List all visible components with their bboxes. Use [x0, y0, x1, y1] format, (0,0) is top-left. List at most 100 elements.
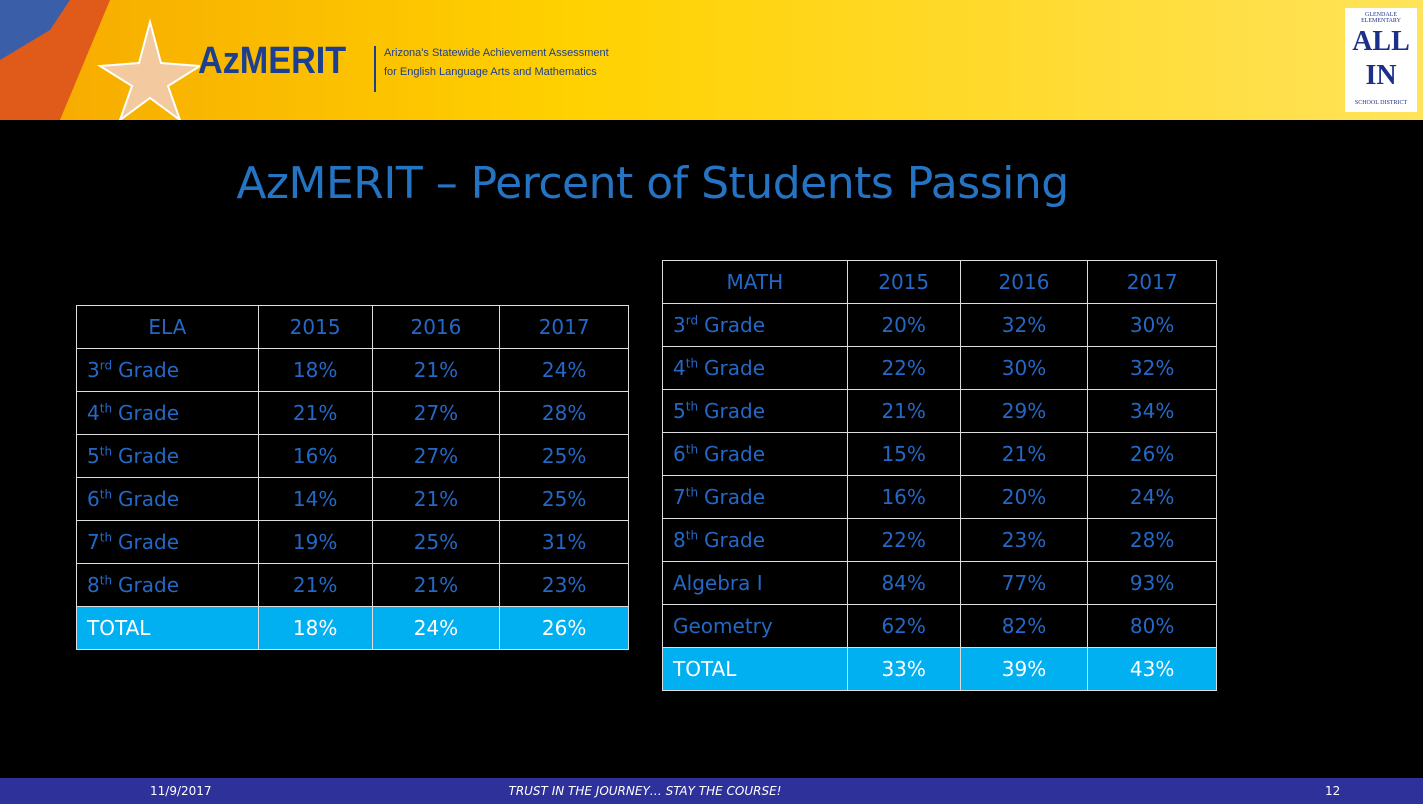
header-cell: MATH [663, 261, 848, 304]
footer: 11/9/2017 TRUST IN THE JOURNEY… STAY THE… [0, 778, 1423, 804]
cell: 21% [847, 390, 960, 433]
ordinal-suffix: th [100, 444, 112, 458]
grade-text: Grade [118, 444, 179, 468]
cell: 19% [258, 521, 372, 564]
grade-text: Grade [704, 442, 765, 466]
separator [374, 46, 376, 92]
cell: 77% [960, 562, 1088, 605]
cell: 29% [960, 390, 1088, 433]
header-cell: 2015 [258, 306, 372, 349]
cell: 23% [960, 519, 1088, 562]
cell: 24% [372, 607, 500, 650]
cell: 26% [1088, 433, 1217, 476]
cell: 32% [960, 304, 1088, 347]
cell: 20% [847, 304, 960, 347]
ordinal-suffix: th [100, 487, 112, 501]
ordinal-suffix: th [100, 530, 112, 544]
cell: 39% [960, 648, 1088, 691]
slide-title: AzMERIT – Percent of Students Passing [0, 158, 1305, 209]
cell: 27% [372, 392, 500, 435]
header-cell: 2017 [1088, 261, 1217, 304]
ordinal-suffix: rd [100, 358, 112, 372]
grade-number: 3 [673, 313, 686, 337]
cell: 84% [847, 562, 960, 605]
cell: 20% [960, 476, 1088, 519]
cell: 21% [372, 349, 500, 392]
grade-number: 5 [87, 444, 100, 468]
logo: AzMERIT [198, 42, 346, 80]
cell: 30% [1088, 304, 1217, 347]
ordinal-suffix: th [686, 528, 698, 542]
row-label: Geometry [663, 605, 848, 648]
logo-text: ALL [1345, 26, 1417, 58]
grade-number: 5 [673, 399, 686, 423]
ordinal-suffix: th [100, 573, 112, 587]
row-label: Algebra I [663, 562, 848, 605]
page-number: 12 [1325, 784, 1340, 798]
header-cell: 2016 [372, 306, 500, 349]
cell: 26% [500, 607, 629, 650]
cell: 14% [258, 478, 372, 521]
data-row: 4thGrade22%30%32% [663, 347, 1217, 390]
cell: 15% [847, 433, 960, 476]
district-logo: GLENDALE ELEMENTARY ALL IN SCHOOL DISTRI… [1345, 8, 1417, 112]
logo-ring-text: GLENDALE ELEMENTARY [1345, 12, 1417, 24]
ordinal-suffix: th [686, 399, 698, 413]
ordinal-suffix: th [100, 401, 112, 415]
row-label: TOTAL [663, 648, 848, 691]
header-banner: AzMERIT Arizona's Statewide Achievement … [0, 0, 1423, 120]
cell: 24% [1088, 476, 1217, 519]
cell: 93% [1088, 562, 1217, 605]
cell: 28% [1088, 519, 1217, 562]
grade-number: 6 [673, 442, 686, 466]
cell: 25% [500, 435, 629, 478]
ordinal-suffix: th [686, 442, 698, 456]
data-row: 5thGrade21%29%34% [663, 390, 1217, 433]
row-label: 6th Grade [663, 433, 848, 476]
header-cell: ELA [77, 306, 259, 349]
row-label: 5th Grade [77, 435, 259, 478]
header-cell: 2015 [847, 261, 960, 304]
grade-number: 8 [673, 528, 686, 552]
cell: 28% [500, 392, 629, 435]
data-row: 6th Grade 15%21%26% [663, 433, 1217, 476]
tagline: for English Language Arts and Mathematic… [384, 66, 597, 78]
cell: 27% [372, 435, 500, 478]
grade-number: 7 [673, 485, 686, 509]
footer-motto: TRUST IN THE JOURNEY… STAY THE COURSE! [0, 784, 1290, 798]
grade-number: 4 [673, 356, 686, 380]
grade-number: 3 [87, 358, 100, 382]
cell: 21% [960, 433, 1088, 476]
cell: 22% [847, 347, 960, 390]
header-cell: 2016 [960, 261, 1088, 304]
cell: 32% [1088, 347, 1217, 390]
slide: AzMERIT Arizona's Statewide Achievement … [0, 0, 1423, 804]
cell: 31% [500, 521, 629, 564]
cell: 21% [258, 392, 372, 435]
cell: 43% [1088, 648, 1217, 691]
logo-ring-text: SCHOOL DISTRICT [1345, 100, 1417, 106]
grade-text: Grade [118, 401, 179, 425]
grade-text: Grade [118, 530, 179, 554]
cell: 18% [258, 349, 372, 392]
logo-text: IN [1345, 60, 1417, 92]
cell: 21% [258, 564, 372, 607]
